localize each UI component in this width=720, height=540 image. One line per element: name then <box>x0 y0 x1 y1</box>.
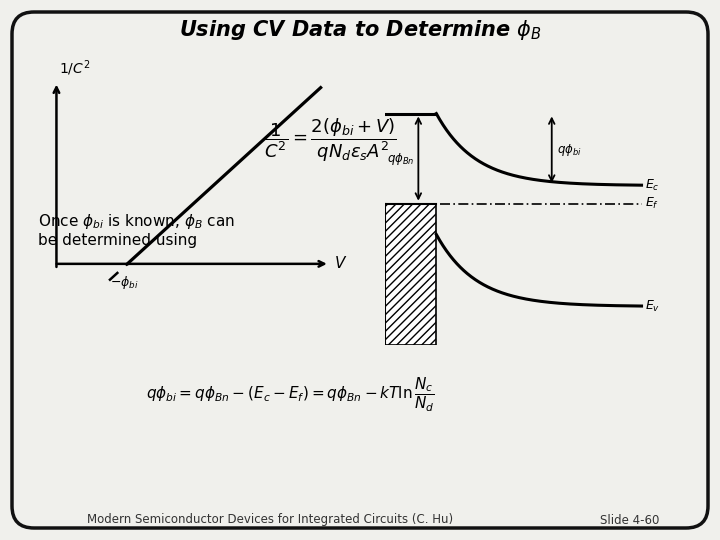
Text: Slide 4-60: Slide 4-60 <box>600 514 660 526</box>
Text: $-\phi_{bi}$: $-\phi_{bi}$ <box>110 274 139 292</box>
Text: Once $\phi_{bi}$ is known, $\phi_B$ can
be determined using: Once $\phi_{bi}$ is known, $\phi_B$ can … <box>38 212 235 248</box>
Text: $q\phi_{bi}$: $q\phi_{bi}$ <box>557 141 582 158</box>
Text: Modern Semiconductor Devices for Integrated Circuits (C. Hu): Modern Semiconductor Devices for Integra… <box>87 514 453 526</box>
Text: $1/C^2$: $1/C^2$ <box>59 59 91 78</box>
Text: $E_c$: $E_c$ <box>645 178 660 193</box>
FancyBboxPatch shape <box>12 12 708 528</box>
Text: $\dfrac{1}{C^2} = \dfrac{2(\phi_{bi}+V)}{qN_d\varepsilon_s A^2}$: $\dfrac{1}{C^2} = \dfrac{2(\phi_{bi}+V)}… <box>264 116 396 164</box>
Text: $q\phi_{Bn}$: $q\phi_{Bn}$ <box>387 151 415 166</box>
Text: Using CV Data to Determine $\phi_B$: Using CV Data to Determine $\phi_B$ <box>179 18 541 42</box>
Text: $E_v$: $E_v$ <box>645 299 660 314</box>
Text: $q\phi_{bi} = q\phi_{Bn} - (E_c - E_f) = q\phi_{Bn} - kT\ln\dfrac{N_c}{N_d}$: $q\phi_{bi} = q\phi_{Bn} - (E_c - E_f) =… <box>145 376 434 414</box>
Bar <box>385 204 436 345</box>
Text: $V$: $V$ <box>333 255 347 271</box>
Text: $E_f$: $E_f$ <box>645 196 660 211</box>
